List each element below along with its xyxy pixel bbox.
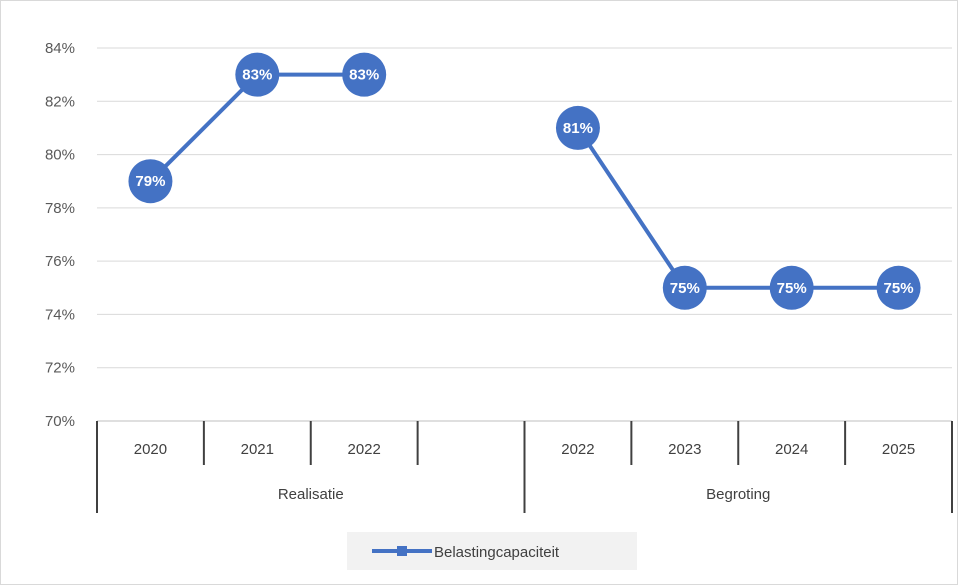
y-tick-label: 78% xyxy=(45,200,75,217)
group-label: Realisatie xyxy=(278,486,344,503)
y-tick-label: 82% xyxy=(45,93,75,110)
x-tick-label: 2023 xyxy=(668,441,701,458)
data-label: 81% xyxy=(563,120,593,137)
x-tick-label: 2020 xyxy=(134,441,167,458)
x-tick-label: 2024 xyxy=(775,441,808,458)
x-axis: 2020 2021 2022 2022 2023 2024 2025 Realisatie Be… xyxy=(96,420,953,513)
y-tick-label: 80% xyxy=(45,147,75,164)
x-tick-label: 2022 xyxy=(348,441,381,458)
data-point xyxy=(876,265,921,310)
data-point xyxy=(342,52,387,97)
legend: Belastingcapaciteit xyxy=(347,532,637,570)
y-tick-label: 74% xyxy=(45,306,75,323)
data-point xyxy=(662,265,707,310)
data-point xyxy=(555,105,600,150)
legend-label: Belastingcapaciteit xyxy=(434,544,560,561)
data-point xyxy=(235,52,280,97)
data-label: 79% xyxy=(135,173,165,190)
y-tick-label: 76% xyxy=(45,253,75,270)
y-tick-label: 70% xyxy=(45,413,75,430)
x-tick-label: 2025 xyxy=(882,441,915,458)
data-label: 75% xyxy=(777,280,807,297)
data-point xyxy=(769,265,814,310)
x-tick-label: 2021 xyxy=(241,441,274,458)
data-label: 75% xyxy=(670,280,700,297)
legend-marker xyxy=(397,546,407,556)
data-point xyxy=(128,159,173,204)
x-tick-label: 2022 xyxy=(561,441,594,458)
y-tick-label: 72% xyxy=(45,360,75,377)
data-label: 83% xyxy=(242,67,272,84)
series-line xyxy=(576,126,899,290)
group-label: Begroting xyxy=(706,486,770,503)
y-axis: 70% 72% 74% 76% 78% 80% 82% 84% xyxy=(45,40,75,430)
series-belastingcapaciteit: 79% 83% 83% 81% 75% 75% 75% xyxy=(128,52,921,310)
data-label: 83% xyxy=(349,67,379,84)
gridlines xyxy=(97,47,952,369)
y-tick-label: 84% xyxy=(45,40,75,57)
data-label: 75% xyxy=(884,280,914,297)
